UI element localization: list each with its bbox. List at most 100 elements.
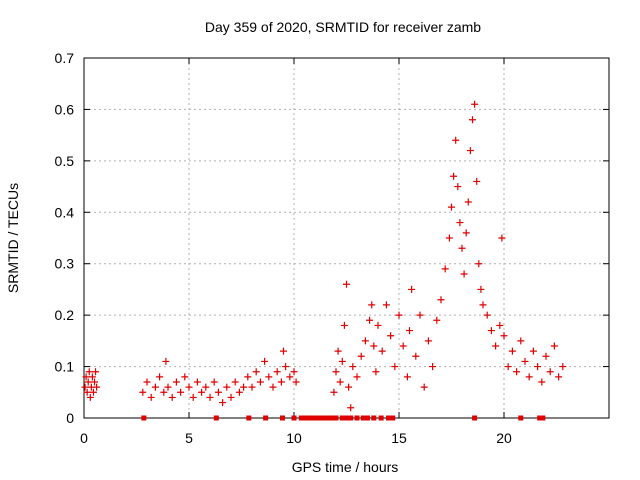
data-point (265, 373, 273, 381)
chart-title: Day 359 of 2020, SRMTID for receiver zam… (205, 19, 481, 35)
zero-marker (320, 415, 326, 421)
data-point (538, 378, 546, 386)
data-point (357, 352, 365, 360)
data-point (181, 373, 189, 381)
data-point (168, 393, 176, 401)
zero-marker (472, 415, 478, 421)
data-point (559, 363, 567, 371)
zero-marker (371, 415, 377, 421)
plot-frame (83, 57, 610, 419)
data-point (206, 393, 214, 401)
data-point (412, 352, 420, 360)
zero-marker (348, 415, 354, 421)
data-point (406, 327, 413, 335)
gridlines (84, 58, 609, 418)
data-point (534, 363, 542, 371)
data-point (252, 368, 260, 376)
data-point (437, 296, 445, 304)
data-point (483, 311, 491, 319)
y-tick-label: 0.4 (55, 204, 75, 220)
data-point (466, 147, 474, 155)
data-point (391, 363, 399, 371)
zero-marker (317, 415, 323, 421)
data-point (139, 388, 147, 396)
y-tick-label: 0 (66, 410, 74, 426)
zero-marker (324, 415, 330, 421)
data-point (508, 347, 516, 355)
data-point (338, 357, 346, 365)
y-tick-label: 0.3 (55, 256, 75, 272)
data-point (92, 368, 100, 376)
data-point (429, 363, 437, 371)
y-tick-label: 0.5 (55, 153, 75, 169)
data-point (185, 383, 193, 391)
data-point (227, 393, 235, 401)
data-point (441, 265, 449, 273)
data-point (403, 373, 411, 381)
data-point (424, 337, 432, 345)
data-point (462, 229, 470, 237)
data-point (89, 388, 97, 396)
data-point (235, 388, 243, 396)
data-point (395, 311, 403, 319)
data-point (82, 373, 90, 381)
data-point (282, 363, 290, 371)
data-point (454, 183, 462, 191)
data-point (330, 388, 338, 396)
data-point (164, 383, 172, 391)
data-point (273, 368, 281, 376)
data-point (91, 378, 98, 386)
data-point (448, 203, 455, 211)
zero-marker (302, 415, 307, 421)
zero-marker (263, 415, 269, 421)
data-point (189, 393, 197, 401)
data-point (370, 342, 378, 350)
data-point (475, 260, 483, 268)
data-point (219, 399, 227, 407)
data-point (336, 378, 344, 386)
data-point (542, 352, 550, 360)
data-point (487, 327, 495, 335)
x-tick-label: 5 (185, 430, 193, 446)
y-axis-label: SRMTID / TECUs (5, 183, 21, 293)
data-point (361, 337, 369, 345)
data-point (521, 357, 529, 365)
zero-marker (298, 415, 304, 421)
x-tick-label: 0 (80, 430, 88, 446)
zero-marker (339, 415, 345, 421)
data-point (269, 383, 277, 391)
data-point (277, 378, 285, 386)
data-point (517, 337, 525, 345)
data-point (280, 347, 287, 355)
zero-marker (354, 415, 360, 421)
zero-marker (518, 415, 524, 421)
zero-marker (386, 415, 391, 421)
data-point (334, 347, 342, 355)
data-point (202, 383, 210, 391)
data-point (86, 393, 94, 401)
data-point (469, 116, 476, 124)
data-point (546, 368, 554, 376)
data-point (445, 234, 453, 242)
data-point (374, 321, 382, 329)
data-point (172, 378, 180, 386)
data-point (378, 347, 386, 355)
data-point (85, 368, 93, 376)
data-point (177, 388, 185, 396)
data-point (231, 378, 239, 386)
data-point (464, 198, 472, 206)
data-point (513, 368, 521, 376)
data-point (471, 100, 479, 108)
data-point (353, 373, 361, 381)
data-point (93, 383, 101, 391)
y-tick-label: 0.1 (55, 359, 75, 375)
data-point (368, 301, 376, 309)
data-point (408, 285, 416, 293)
zero-marker (378, 415, 384, 421)
data-point (387, 332, 395, 340)
data-point (151, 383, 159, 391)
data-point (88, 373, 96, 381)
zero-marker (314, 415, 320, 421)
data-point (210, 378, 218, 386)
data-point (473, 177, 481, 185)
